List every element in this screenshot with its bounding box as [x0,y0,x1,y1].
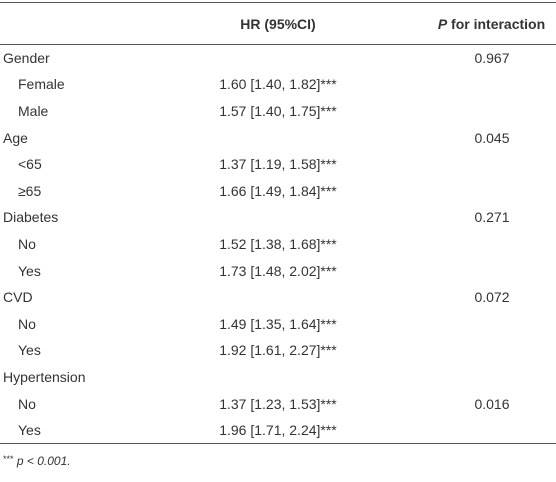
label-cell: Yes [18,421,41,438]
p-cell: 0.016 [474,395,510,412]
hr-cell: 1.66 [1.49, 1.84]*** [219,182,337,199]
p-cell: 0.045 [474,129,510,146]
footnote: *** p < 0.001. [0,454,556,468]
label-cell: ≥65 [18,182,42,199]
header-italic: P [437,15,448,32]
label-cell: CVD [3,289,33,306]
p-cell [388,177,556,204]
table-row: Yes 1.96 [1.71, 2.24]*** [0,417,556,444]
label-cell: Gender [3,50,50,67]
hr-cell: 1.52 [1.38, 1.68]*** [219,235,337,252]
table-row: ≥65 1.66 [1.49, 1.84]*** [0,177,556,204]
table-row: CVD 0.072 [0,284,556,311]
hr-cell: 1.96 [1.71, 2.24]*** [219,421,337,438]
p-cell [388,364,556,391]
label-cell: No [18,235,36,252]
hr-cell: 1.57 [1.40, 1.75]*** [219,102,337,119]
header-text: for interaction [447,15,546,32]
label-cell: Yes [18,262,41,279]
hr-cell: 1.73 [1.48, 2.02]*** [219,262,337,279]
table-row: No 1.37 [1.23, 1.53]*** 0.016 [0,390,556,417]
header-cell: P for interaction [388,3,556,45]
hr-cell [168,204,388,231]
label-cell: Yes [18,342,41,359]
footnote-mark: *** [3,453,14,464]
table-row: Male 1.57 [1.40, 1.75]*** [0,98,556,125]
label-cell: Diabetes [3,209,59,226]
table-row: Hypertension [0,364,556,391]
header-cell: HR (95%CI) [240,15,316,32]
hr-cell: 1.37 [1.19, 1.58]*** [219,156,337,173]
hr-cell: 1.49 [1.35, 1.64]*** [219,315,337,332]
p-cell [388,417,556,444]
label-cell: Female [18,76,65,93]
label-cell: <65 [18,156,42,173]
label-cell: No [18,395,36,412]
header-cell [0,3,168,45]
p-cell: 0.967 [474,50,510,67]
table-body: Gender 0.967 Female 1.60 [1.40, 1.82]*** Mal… [0,45,556,444]
hr-cell: 1.37 [1.23, 1.53]*** [219,395,337,412]
table-header: HR (95%CI) P for interaction [0,2,556,45]
hr-cell: 1.92 [1.61, 2.27]*** [219,342,337,359]
p-cell [388,337,556,364]
hr-cell [168,45,388,72]
hr-cell [168,364,388,391]
table-row: Diabetes 0.271 [0,204,556,231]
p-cell [388,71,556,98]
label-cell: No [18,315,36,332]
p-cell [388,310,556,337]
header-row: HR (95%CI) P for interaction [0,2,556,45]
label-cell: Age [3,129,28,146]
table-row: Female 1.60 [1.40, 1.82]*** [0,71,556,98]
table-row: <65 1.37 [1.19, 1.58]*** [0,151,556,178]
table-row: Yes 1.73 [1.48, 2.02]*** [0,257,556,284]
footnote-text: p < 0.001. [16,453,71,468]
label-cell: Hypertension [3,368,86,385]
p-cell [388,151,556,178]
hr-cell [168,284,388,311]
table-row: No 1.52 [1.38, 1.68]*** [0,231,556,258]
p-cell [388,231,556,258]
label-cell: Male [18,102,49,119]
table: HR (95%CI) P for interaction Gender 0.967… [0,2,556,444]
p-cell [388,257,556,284]
table-row: Age 0.045 [0,124,556,151]
table-row: Gender 0.967 [0,45,556,72]
p-cell [388,98,556,125]
hr-cell [168,124,388,151]
table-row: Yes 1.92 [1.61, 2.27]*** [0,337,556,364]
table-row: No 1.49 [1.35, 1.64]*** [0,310,556,337]
p-cell: 0.271 [474,209,510,226]
p-cell: 0.072 [474,289,510,306]
hr-cell: 1.60 [1.40, 1.82]*** [219,76,337,93]
